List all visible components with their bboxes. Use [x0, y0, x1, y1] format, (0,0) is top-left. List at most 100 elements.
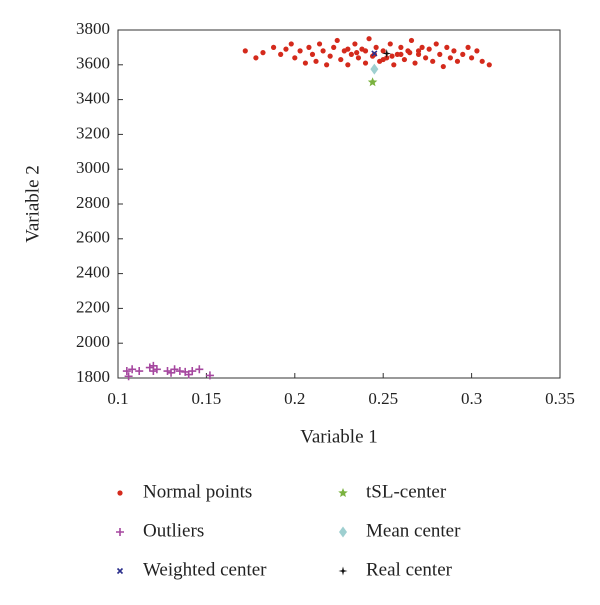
y-tick-label: 2200 — [76, 297, 110, 316]
point — [270, 44, 277, 50]
point — [163, 367, 172, 376]
point — [362, 48, 369, 54]
point — [170, 365, 179, 374]
point — [313, 58, 319, 64]
y-tick-label: 3800 — [76, 19, 110, 38]
point — [389, 53, 395, 59]
point — [338, 56, 344, 63]
legend-marker — [116, 567, 124, 575]
point — [373, 44, 379, 50]
point — [122, 367, 131, 376]
point — [387, 41, 393, 47]
point — [306, 44, 312, 50]
x-tick-label: 0.15 — [192, 389, 222, 408]
point — [260, 50, 266, 56]
point — [324, 62, 330, 68]
point — [327, 53, 333, 59]
point — [188, 367, 197, 376]
y-tick-label: 2400 — [76, 263, 110, 282]
x-tick-label: 0.25 — [368, 389, 398, 408]
point — [167, 368, 176, 377]
point — [320, 48, 326, 54]
point — [288, 41, 294, 47]
point — [362, 60, 369, 66]
legend-label: Normal points — [143, 481, 252, 502]
point — [292, 55, 298, 61]
point — [380, 56, 386, 63]
point — [423, 55, 429, 61]
point — [486, 62, 492, 68]
point — [253, 55, 259, 61]
point — [465, 44, 471, 50]
point — [175, 367, 184, 376]
point — [419, 44, 425, 50]
legend-marker — [117, 490, 123, 496]
point — [391, 62, 397, 68]
y-tick-label: 1800 — [76, 367, 110, 386]
point — [408, 37, 415, 44]
point — [297, 48, 303, 54]
point — [149, 361, 158, 370]
x-tick-label: 0.1 — [107, 389, 128, 408]
point — [460, 51, 466, 57]
y-tick-label: 2000 — [76, 332, 110, 351]
y-tick-label: 3000 — [76, 158, 110, 177]
point — [345, 62, 351, 68]
x-axis-label: Variable 1 — [300, 426, 378, 447]
point — [124, 372, 133, 381]
legend-marker — [338, 566, 348, 576]
point — [444, 44, 450, 50]
y-tick-label: 2600 — [76, 228, 110, 247]
x-tick-label: 0.35 — [545, 389, 575, 408]
legend-marker — [338, 488, 348, 498]
point — [412, 60, 418, 66]
legend-marker — [339, 526, 347, 538]
point — [352, 41, 358, 47]
legend-label: Mean center — [366, 520, 461, 541]
point — [407, 50, 413, 56]
point — [355, 55, 362, 61]
legend-label: tSL-center — [366, 481, 447, 502]
x-tick-label: 0.2 — [284, 389, 305, 408]
point — [447, 55, 453, 61]
point — [309, 51, 316, 57]
legend-label: Outliers — [143, 520, 204, 541]
point — [451, 48, 457, 54]
point — [426, 46, 432, 52]
point — [152, 365, 161, 374]
point — [371, 50, 378, 57]
legend-label: Real center — [366, 559, 453, 580]
y-tick-label: 3400 — [76, 89, 110, 108]
point — [437, 51, 443, 57]
plot-frame — [117, 29, 561, 379]
point — [181, 367, 190, 376]
point — [401, 56, 408, 63]
point — [135, 367, 144, 376]
point — [242, 48, 248, 54]
point — [398, 44, 404, 50]
point — [278, 51, 284, 57]
point — [430, 58, 436, 64]
point — [398, 51, 404, 57]
point — [348, 51, 354, 57]
y-tick-label: 2800 — [76, 193, 110, 212]
point — [380, 48, 386, 54]
point — [331, 44, 337, 50]
y-axis-label: Variable 2 — [22, 165, 43, 243]
point — [283, 46, 289, 52]
point — [205, 371, 214, 380]
x-tick-label: 0.3 — [461, 389, 482, 408]
point — [454, 58, 461, 64]
legend-label: Weighted center — [143, 559, 267, 580]
y-tick-label: 3600 — [76, 54, 110, 73]
y-tick-label: 3200 — [76, 123, 110, 142]
point — [334, 37, 340, 44]
point — [433, 41, 439, 47]
point — [316, 41, 323, 47]
point — [367, 77, 378, 87]
point — [195, 365, 204, 374]
point — [479, 58, 485, 64]
legend-marker — [116, 528, 124, 536]
point — [370, 63, 379, 75]
